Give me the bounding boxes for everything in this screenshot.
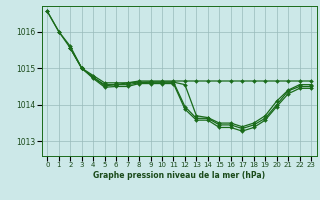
X-axis label: Graphe pression niveau de la mer (hPa): Graphe pression niveau de la mer (hPa) [93, 171, 265, 180]
